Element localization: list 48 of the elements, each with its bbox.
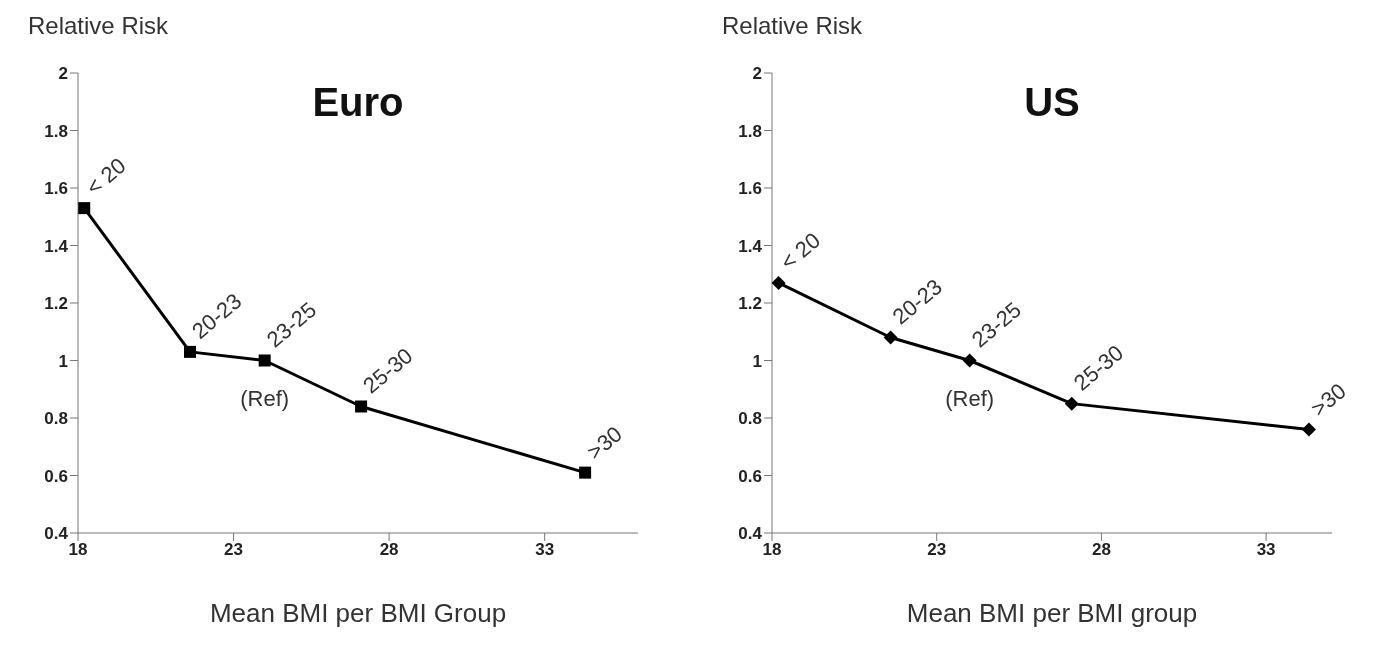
annotation: < 20 [775,227,826,275]
annotation: >30 [1306,378,1351,422]
y-tick-label: 1.8 [738,121,762,141]
x-tick-label: 18 [762,540,782,560]
y-tick-label: 0.4 [738,524,763,544]
x-tick-label: 28 [379,540,399,560]
y-tick-label: 0.4 [44,524,69,544]
annotation: (Ref) [240,385,290,411]
y-tick-label: 1.6 [738,179,762,199]
y-tick-label: 1.2 [738,294,762,314]
chart-title: US [1023,80,1081,125]
y-tick-label: 0.8 [738,409,762,429]
x-tick-label: 33 [535,540,555,560]
annotation: >30 [582,421,627,465]
point [1301,422,1316,437]
y-tick-label: 2 [752,64,762,84]
x-tick-label: 33 [1256,540,1276,560]
point [962,353,977,368]
y-tick-label: 0.6 [44,466,68,486]
x-tick-label: 23 [224,540,244,560]
point [772,275,786,290]
point [579,466,592,479]
point [883,330,898,345]
y-axis-title: Relative Risk [28,12,169,40]
y-tick-label: 1.4 [738,236,763,256]
y-tick-label: 1.8 [44,121,68,141]
x-tick-label: 23 [927,540,947,560]
x-tick-label: 18 [68,540,88,560]
x-axis-title: Mean BMI per BMI group [905,598,1199,629]
point [1064,396,1079,411]
point [258,354,271,367]
y-tick-label: 2 [58,64,68,84]
annotation: (Ref) [945,385,995,411]
y-tick-label: 1.6 [44,179,68,199]
point [184,345,196,358]
x-axis-title: Mean BMI per BMI Group [208,598,508,629]
y-tick-label: 0.8 [44,409,68,429]
annotation: < 20 [81,152,131,200]
y-axis-title: Relative Risk [722,12,863,40]
x-tick-label: 28 [1091,540,1111,560]
point [78,202,91,215]
point [355,400,368,413]
y-tick-label: 1.4 [44,236,69,256]
y-tick-label: 1 [58,351,68,371]
chart-title: Euro [311,80,405,125]
y-tick-label: 1 [752,351,762,371]
y-tick-label: 0.6 [738,466,762,486]
y-tick-label: 1.2 [44,294,68,314]
